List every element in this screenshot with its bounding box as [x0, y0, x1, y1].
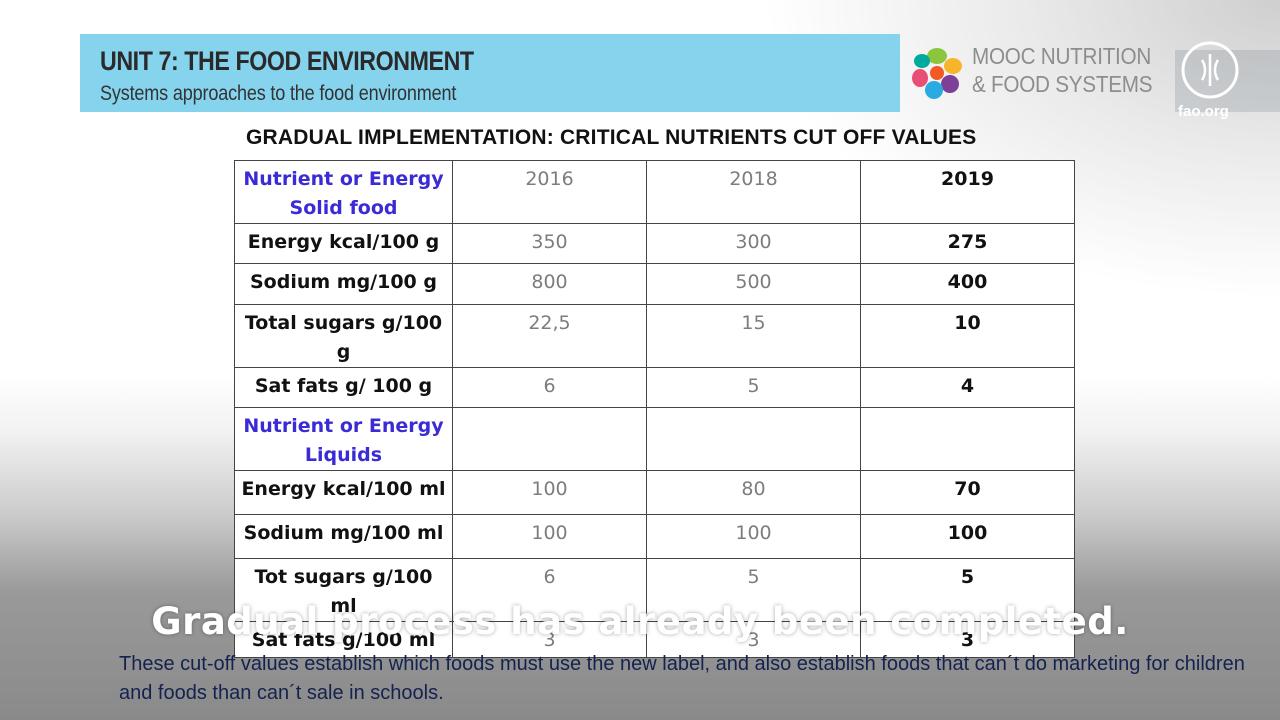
cell-2019: 400: [860, 263, 1075, 305]
cell-2016: 350: [452, 223, 647, 264]
table-row: Tot sugars g/100 ml 6 5 5: [234, 558, 1075, 622]
cell-2016: 100: [452, 470, 647, 515]
cell-2019: 275: [860, 223, 1075, 264]
cell-2016: 100: [452, 514, 647, 559]
column-2019: 2019: [860, 160, 1075, 224]
table-row: Sat fats g/100 ml 3 3 3: [234, 621, 1075, 658]
empty-cell: [646, 407, 861, 471]
cell-2018: 500: [646, 263, 861, 305]
cell-2018: 3: [646, 621, 861, 658]
table-row: Sodium mg/100 ml 100 100 100: [234, 514, 1075, 559]
empty-cell: [860, 407, 1075, 471]
table-row: Total sugars g/100 g 22,5 15 10: [234, 304, 1075, 368]
cell-2016: 800: [452, 263, 647, 305]
footnote-text: These cut-off values establish which foo…: [119, 653, 1245, 704]
cell-2019: 4: [860, 367, 1075, 408]
cell-2016: 6: [452, 558, 647, 622]
cell-2018: 100: [646, 514, 861, 559]
table-row: Sat fats g/ 100 g 6 5 4: [234, 367, 1075, 408]
mooc-line2: & FOOD SYSTEMS: [972, 71, 1153, 97]
table-row: Energy kcal/100 g 350 300 275: [234, 223, 1075, 264]
unit-title: UNIT 7: THE FOOD ENVIRONMENT: [100, 46, 474, 76]
unit-subtitle: Systems approaches to the food environme…: [100, 82, 457, 105]
cell-2019: 3: [860, 621, 1075, 658]
row-label: Sat fats g/100 ml: [234, 621, 453, 658]
cell-2016: 6: [452, 367, 647, 408]
table-header-row: Nutrient or Energy Solid food 2016 2018 …: [234, 160, 1075, 224]
column-2018: 2018: [646, 160, 861, 224]
table-title: GRADUAL IMPLEMENTATION: CRITICAL NUTRIEN…: [246, 126, 977, 149]
cell-2016: 22,5: [452, 304, 647, 368]
cell-2019: 5: [860, 558, 1075, 622]
cell-2018: 5: [646, 367, 861, 408]
cell-2018: 300: [646, 223, 861, 264]
cell-2018: 80: [646, 470, 861, 515]
mooc-wordmark: MOOC NUTRITION & FOOD SYSTEMS: [972, 42, 1172, 98]
row-label: Sodium mg/100 g: [234, 263, 453, 305]
table-row: Sodium mg/100 g 800 500 400: [234, 263, 1075, 305]
video-subtitle-caption: Gradual process has already been complet…: [151, 600, 1129, 643]
row-label: Total sugars g/100 g: [234, 304, 453, 368]
liquids-header-row: Nutrient or Energy Liquids: [234, 407, 1075, 471]
solid-food-header: Nutrient or Energy Solid food: [234, 160, 453, 224]
column-2016: 2016: [452, 160, 647, 224]
table-row: Energy kcal/100 ml 100 80 70: [234, 470, 1075, 515]
cell-2019: 10: [860, 304, 1075, 368]
row-label: Energy kcal/100 ml: [234, 470, 453, 515]
cell-2016: 3: [452, 621, 647, 658]
mooc-line1: MOOC NUTRITION: [972, 43, 1152, 69]
fao-seal-icon: [1181, 41, 1239, 99]
row-label: Tot sugars g/100 ml: [234, 558, 453, 622]
flower-petals-logo-icon: [912, 48, 962, 99]
cell-2019: 70: [860, 470, 1075, 515]
cutoff-values-table: Nutrient or Energy Solid food 2016 2018 …: [234, 160, 1075, 658]
row-label: Sat fats g/ 100 g: [234, 367, 453, 408]
fao-url[interactable]: fao.org: [1178, 103, 1229, 120]
row-label: Sodium mg/100 ml: [234, 514, 453, 559]
row-label: Energy kcal/100 g: [234, 223, 453, 264]
liquids-header: Nutrient or Energy Liquids: [234, 407, 453, 471]
cell-2019: 100: [860, 514, 1075, 559]
fao-strip: [1175, 50, 1280, 112]
cell-2018: 15: [646, 304, 861, 368]
header-banner: UNIT 7: THE FOOD ENVIRONMENT Systems app…: [80, 34, 900, 112]
empty-cell: [452, 407, 647, 471]
